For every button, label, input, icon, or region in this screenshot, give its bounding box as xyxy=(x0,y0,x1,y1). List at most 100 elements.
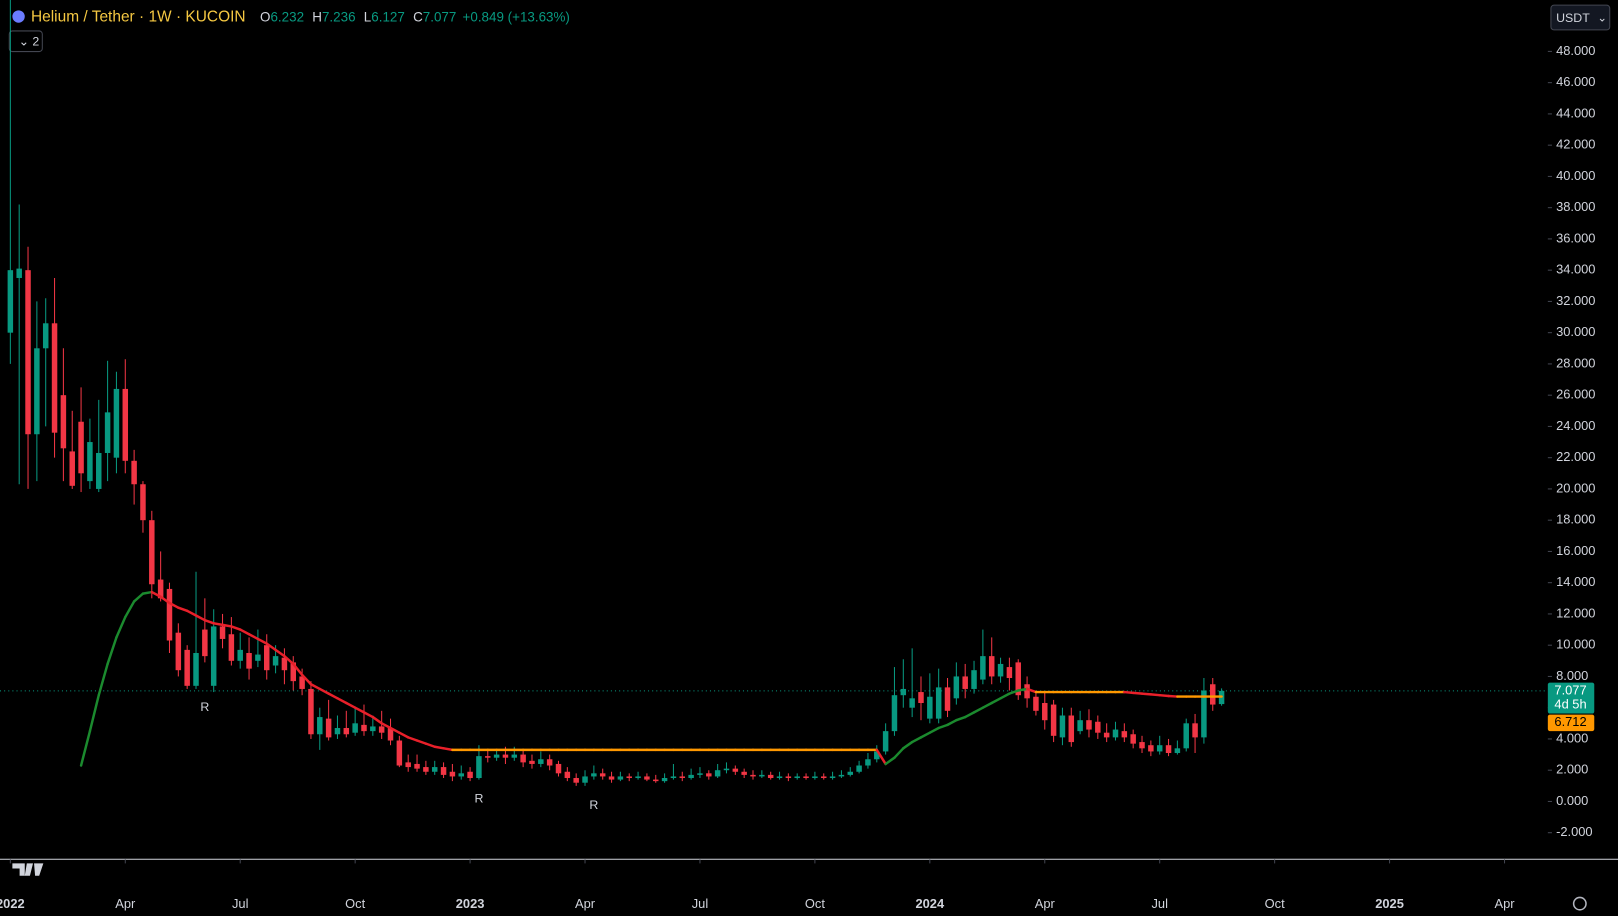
candle-body xyxy=(944,687,951,711)
candle-body xyxy=(51,323,58,433)
candle-body xyxy=(732,768,739,772)
candle-body xyxy=(16,268,22,278)
x-tick-label: Apr xyxy=(1035,896,1056,911)
ma-segment xyxy=(1131,691,1144,695)
candle-body xyxy=(511,754,518,758)
ma-segment xyxy=(1008,689,1020,695)
y-tick-label: 4.000 xyxy=(1556,730,1588,745)
y-tick-label: 44.000 xyxy=(1556,105,1595,120)
candle-body xyxy=(25,270,31,435)
x-tick-label: Jul xyxy=(232,896,248,911)
candle-body xyxy=(953,676,960,699)
candle-body xyxy=(635,776,641,779)
x-tick-label: Oct xyxy=(1265,896,1285,911)
candle-body xyxy=(1059,715,1066,738)
y-tick-label: 26.000 xyxy=(1556,387,1595,402)
signal-label: R xyxy=(200,700,209,714)
candle-body xyxy=(865,759,871,766)
x-tick-label: 2023 xyxy=(456,896,485,911)
y-tick-label: 22.000 xyxy=(1556,449,1595,464)
candle-body xyxy=(608,776,615,780)
candle-body xyxy=(361,724,367,732)
ma-segment xyxy=(124,600,136,619)
currency[interactable]: USDT xyxy=(1556,11,1590,25)
candle-body xyxy=(193,653,199,686)
candle-body xyxy=(688,774,694,779)
ma-segment xyxy=(1025,687,1038,694)
candle-body xyxy=(829,776,836,779)
ma-segment xyxy=(353,706,366,714)
ma-segment xyxy=(433,745,445,750)
indicators-count[interactable]: ⌄ 2 xyxy=(19,35,40,49)
ohlc-value: 7.077 xyxy=(423,9,457,24)
candle-body xyxy=(449,771,456,777)
tv-logo xyxy=(12,863,44,876)
candle-body xyxy=(927,696,933,719)
y-tick-label: 46.000 xyxy=(1556,74,1595,89)
ma-segment xyxy=(256,637,268,645)
candle-body xyxy=(140,484,146,521)
x-tick-label: 2024 xyxy=(916,896,945,911)
candle-body xyxy=(431,767,438,772)
x-tick-label: Oct xyxy=(805,896,825,911)
ma-segment xyxy=(177,606,189,613)
candle-body xyxy=(502,754,509,758)
candle-body xyxy=(582,776,588,783)
x-tick-label: Jul xyxy=(692,896,708,911)
candle-body xyxy=(104,412,111,453)
title: Helium / Tether · 1W · KUCOIN xyxy=(31,9,246,26)
settings-icon[interactable] xyxy=(1572,896,1587,911)
ma-segment xyxy=(97,662,109,697)
currency-button[interactable] xyxy=(1550,4,1611,31)
x-tick-label: Apr xyxy=(1494,896,1515,911)
candle-body xyxy=(599,773,606,777)
ma-segment xyxy=(398,731,410,739)
candle-body xyxy=(874,751,880,760)
candle-body xyxy=(706,773,712,777)
ma-segment xyxy=(955,715,967,722)
candle-body xyxy=(776,776,783,779)
y-tick-label: 48.000 xyxy=(1556,43,1595,58)
ma-segment xyxy=(194,614,207,622)
candle-body xyxy=(980,656,986,680)
ma-segment xyxy=(88,693,100,733)
candle-body xyxy=(493,754,500,758)
candle-body xyxy=(1103,732,1110,738)
candle-body xyxy=(87,442,93,482)
candle-body xyxy=(838,774,845,777)
candle-body xyxy=(697,773,703,775)
candle-body xyxy=(750,774,756,777)
candle-body xyxy=(96,452,102,489)
y-tick-label: 10.000 xyxy=(1556,637,1595,652)
candle-body xyxy=(520,754,526,763)
ma-segment xyxy=(1158,693,1170,698)
ma-segment xyxy=(406,736,419,742)
candle-body xyxy=(1192,723,1198,738)
candle-body xyxy=(617,776,624,780)
candle-body xyxy=(281,657,288,671)
y-tick-label: 16.000 xyxy=(1556,543,1595,558)
candle-body xyxy=(467,771,473,779)
candle-body xyxy=(166,588,173,641)
candle-body xyxy=(573,778,579,783)
candle-body xyxy=(626,776,632,779)
candle-body xyxy=(1086,720,1092,730)
ma-segment xyxy=(371,715,383,725)
candle-body xyxy=(175,632,182,671)
candle-body xyxy=(308,688,314,735)
candle-body xyxy=(714,770,721,777)
price-tag xyxy=(1547,682,1595,714)
candle-body xyxy=(157,579,164,599)
candle-body xyxy=(202,629,208,657)
ma-segment xyxy=(1149,693,1161,697)
ma-segment xyxy=(283,654,295,666)
candle-body xyxy=(184,649,190,686)
indicators-toggle[interactable] xyxy=(8,30,43,53)
candle-body xyxy=(476,756,482,779)
y-tick-label: 14.000 xyxy=(1556,574,1595,589)
y-tick-label: 32.000 xyxy=(1556,293,1595,308)
y-tick-label: 28.000 xyxy=(1556,355,1595,370)
ma-segment xyxy=(106,636,118,666)
candle-body xyxy=(1130,734,1136,744)
candle-body xyxy=(909,698,915,708)
